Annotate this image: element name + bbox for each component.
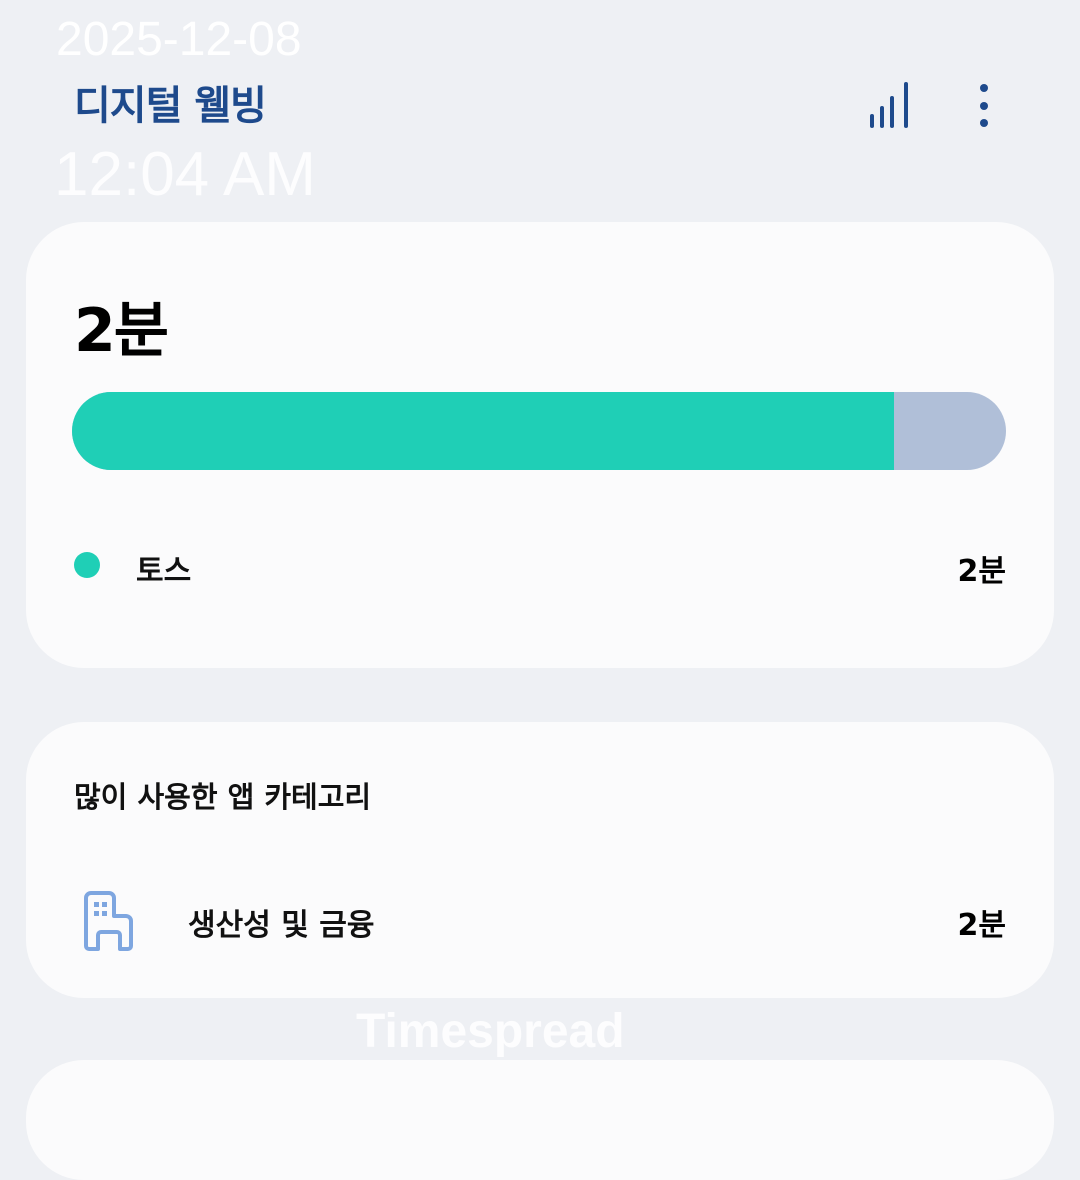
timestamp-date: 2025-12-08 xyxy=(56,13,302,66)
total-usage: 2분 xyxy=(74,296,169,366)
app-time: 2분 xyxy=(957,554,1006,589)
more-vert-icon[interactable] xyxy=(960,80,1008,130)
usage-card: 2분 토스 2분 xyxy=(26,222,1054,668)
category-card: 많이 사용한 앱 카테고리 생산성 및 금융 2분 xyxy=(26,722,1054,998)
usage-bar xyxy=(72,392,1006,470)
app-color-dot xyxy=(74,552,100,578)
watermark: Timespread xyxy=(356,1005,625,1058)
app-name[interactable]: 토스 xyxy=(136,554,192,589)
timestamp-time: 12:04 AM xyxy=(54,140,316,209)
bar-chart-icon[interactable] xyxy=(866,80,914,130)
category-name: 생산성 및 금융 xyxy=(188,908,375,943)
category-title: 많이 사용한 앱 카테고리 xyxy=(74,780,372,814)
building-icon xyxy=(84,891,133,951)
category-time: 2분 xyxy=(957,908,1006,943)
next-card xyxy=(26,1060,1054,1180)
usage-bar-fill xyxy=(72,392,894,470)
page-title: 디지털 웰빙 xyxy=(74,83,267,129)
